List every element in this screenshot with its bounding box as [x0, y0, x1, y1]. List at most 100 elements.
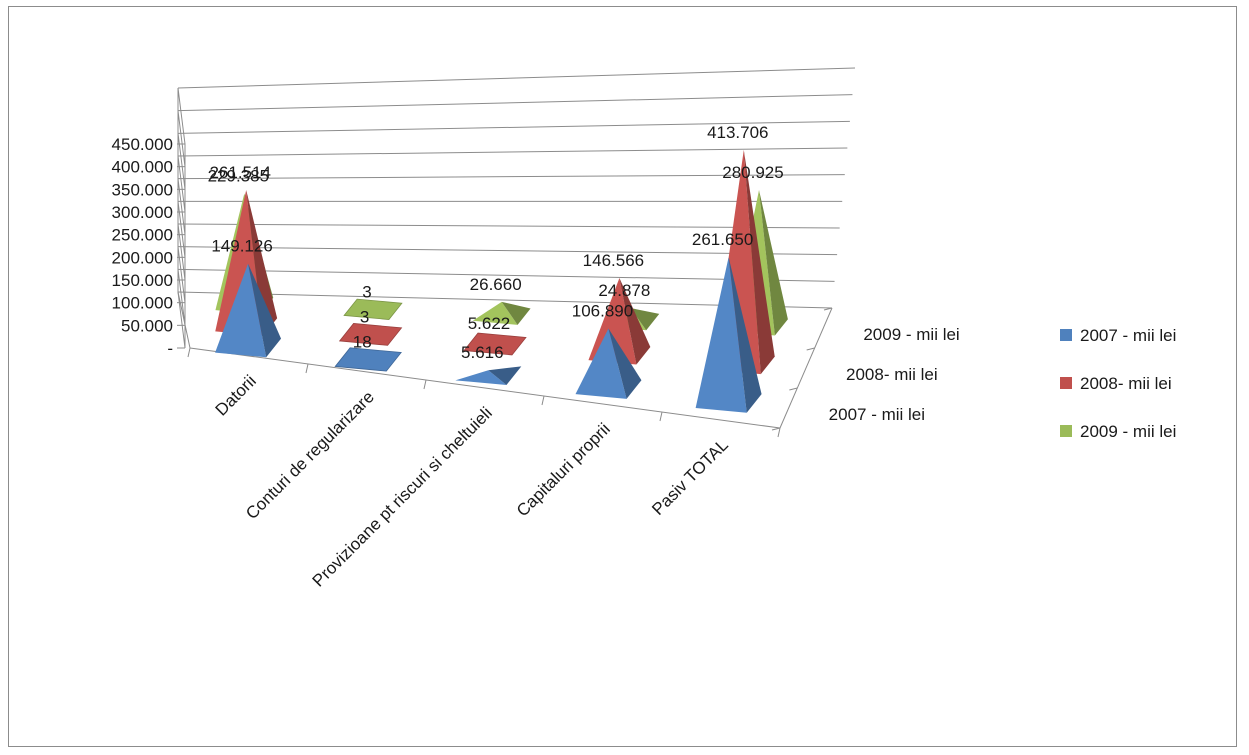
pyramid-face-front [575, 328, 627, 399]
data-label: 413.706 [707, 123, 768, 142]
gridline-side [177, 223, 186, 281]
data-label: 261.650 [692, 230, 753, 249]
gridline-side [177, 110, 186, 167]
pyramid-mark [338, 323, 403, 346]
data-label: 106.890 [572, 301, 633, 320]
x-tick [659, 411, 663, 422]
pyramid-face-side [619, 278, 651, 365]
gridline-side [177, 133, 186, 190]
legend-swatch [1060, 425, 1072, 437]
x-tick [777, 427, 781, 438]
x-tick-label: Conturi de regularizare [242, 387, 378, 523]
data-label: 5.622 [468, 314, 511, 333]
pyramid-face-side [501, 301, 531, 325]
gridline-side [177, 178, 186, 235]
pyramid-face-side [488, 366, 522, 385]
pyramid-face-front [588, 278, 637, 365]
pyramid-base [463, 332, 527, 356]
data-label: 3 [360, 307, 369, 326]
gridline-back [177, 174, 845, 180]
pyramids [215, 149, 788, 413]
pyramid-face-side [248, 263, 282, 358]
pyramid-mark [695, 257, 762, 413]
gridline-back [177, 94, 853, 112]
depth-tick [771, 427, 781, 431]
pyramid-face-side [608, 328, 642, 399]
pyramid-face-side [728, 257, 762, 413]
floor-left-edge [177, 291, 191, 349]
gridline-side [177, 201, 186, 258]
pyramid-base [338, 323, 403, 346]
pyramid-face-side [759, 190, 788, 336]
legend-label: 2007 - mii lei [1080, 326, 1176, 345]
data-label: 229.385 [208, 167, 269, 186]
depth-axis-line [779, 307, 833, 429]
pyramid-face-front [455, 370, 507, 385]
pyramid-face-side [743, 149, 775, 375]
gridline-side [177, 291, 186, 349]
y-tick-label: 50.000 [121, 316, 173, 335]
x-tick-label: Capitaluri proprii [513, 419, 614, 520]
data-label: 24.878 [598, 281, 650, 300]
gridline-back [177, 67, 856, 89]
gridline-back [177, 223, 840, 229]
pyramid-face-side [630, 308, 660, 331]
pyramid-face-front [695, 257, 747, 413]
x-tick [305, 363, 309, 374]
x-tick [187, 347, 191, 358]
pyramid-mark [334, 347, 402, 372]
depth-tick-label: 2007 - mii lei [829, 405, 925, 424]
data-label: 26.660 [470, 275, 522, 294]
pyramid-base [343, 298, 403, 320]
y-tick-label: 350.000 [112, 180, 173, 199]
y-tick-label: 450.000 [112, 135, 173, 154]
gridline-back [177, 147, 848, 157]
x-tick-label: Datorii [212, 371, 260, 419]
pyramid-base [334, 347, 402, 372]
x-tick-label: Pasiv TOTAL [648, 435, 732, 519]
gridline-back [177, 120, 850, 134]
pyramid-mark [215, 263, 282, 358]
depth-tick-label: 2008- mii lei [846, 365, 938, 384]
pyramid-face-front [215, 263, 267, 358]
data-label: 5.616 [461, 343, 504, 362]
x-tick [541, 395, 545, 406]
y-tick-label: 400.000 [112, 158, 173, 177]
x-tick [423, 379, 427, 390]
data-label: 261.514 [209, 163, 270, 182]
depth-tick-label: 2009 - mii lei [863, 325, 959, 344]
legend: 2007 - mii lei 2008- mii lei 2009 - mii le… [1060, 326, 1176, 441]
pyramid-mark [575, 328, 642, 399]
legend-label: 2008- mii lei [1080, 374, 1172, 393]
pyramid-face-front [472, 301, 518, 325]
pyramid-mark [463, 332, 527, 356]
data-label: 3 [362, 282, 371, 301]
data-label: 149.126 [211, 237, 272, 256]
gridline-side [177, 246, 186, 303]
gridline-side [177, 87, 186, 145]
data-labels: 229.385 3 26.660 24.878 280.925 261.514 3 5.622… [208, 123, 784, 362]
y-tick-label: - [167, 339, 173, 358]
data-label: 18 [353, 332, 372, 351]
pyramid-face-side [246, 189, 278, 336]
depth-tick [823, 307, 833, 311]
pyramid-mark [472, 301, 531, 325]
y-tick-label: 150.000 [112, 271, 173, 290]
data-label: 280.925 [722, 163, 783, 182]
x-axis-line [189, 347, 781, 429]
pyramid-mark [343, 298, 403, 320]
gridline-side [177, 155, 186, 213]
pyramid-mark [455, 366, 522, 385]
legend-swatch [1060, 377, 1072, 389]
y-tick-label: 250.000 [112, 226, 173, 245]
y-tick-label: 300.000 [112, 203, 173, 222]
legend-swatch [1060, 329, 1072, 341]
gridline-back [177, 246, 838, 256]
y-tick-label: 100.000 [112, 294, 173, 313]
axes: - 50.000 100.000 150.000 200.000 250.000 300.0… [112, 135, 960, 591]
pyramid-mark [588, 278, 651, 365]
legend-label: 2009 - mii lei [1080, 422, 1176, 441]
y-tick-label: 200.000 [112, 248, 173, 267]
depth-tick [789, 387, 798, 391]
